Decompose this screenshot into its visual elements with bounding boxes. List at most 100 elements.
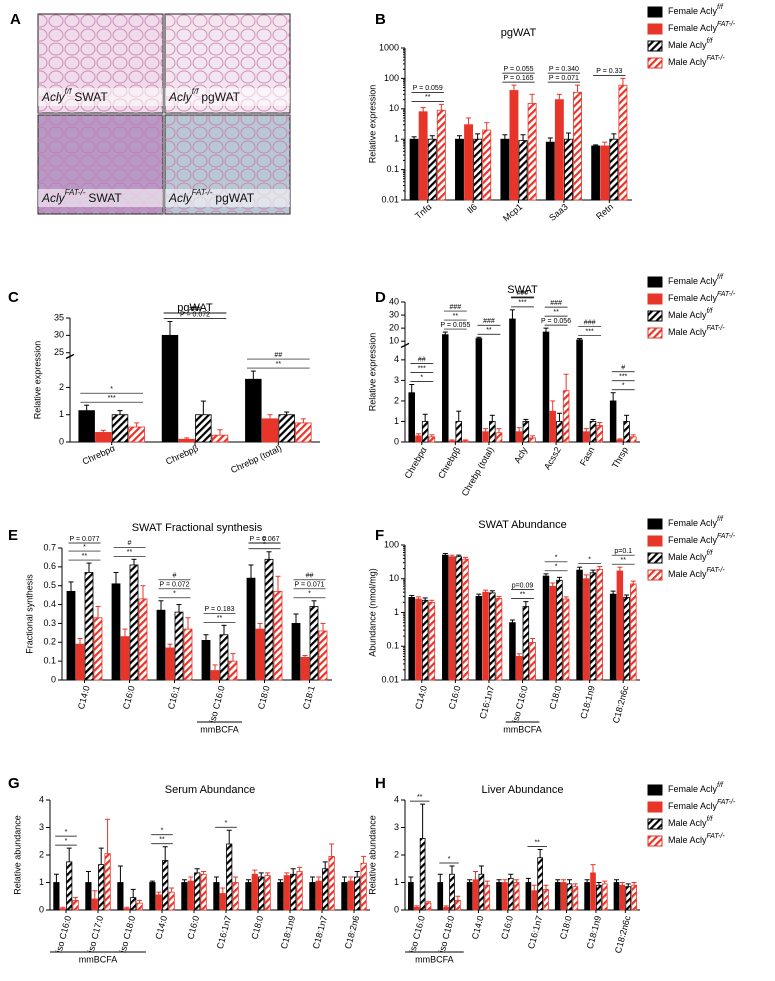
bar [78, 410, 95, 443]
bar [258, 876, 265, 911]
legend-swatch [647, 552, 663, 564]
bar [273, 590, 283, 681]
bar [449, 873, 455, 911]
bar [509, 622, 516, 681]
bar [529, 437, 536, 443]
bar [322, 868, 329, 911]
bar [162, 860, 169, 911]
bar [455, 138, 464, 201]
significance-label: ## [306, 573, 314, 580]
y-tick-label: 0 [394, 436, 399, 446]
bar [625, 886, 632, 911]
x-tick-label: Fasn [578, 445, 597, 467]
bar [194, 872, 201, 911]
group-label: mmBCFA [503, 724, 542, 734]
significance-label: P = 0.072 [159, 582, 189, 589]
bar [590, 872, 596, 911]
significance-label: ** [425, 94, 431, 101]
bar [278, 414, 295, 443]
bar [418, 111, 428, 201]
legend-swatch [647, 40, 663, 52]
significance-label: ** [553, 309, 559, 316]
significance-label: P = 0.067 [249, 536, 279, 543]
bar [130, 897, 137, 911]
significance-label: P = 0.33 [596, 68, 622, 75]
significance-label: ### [483, 318, 495, 325]
bar [128, 426, 145, 443]
bar [117, 882, 124, 911]
x-tick-label: C18:1n9 [585, 915, 603, 950]
bar [347, 880, 354, 911]
y-tick-label: 10 [389, 103, 399, 113]
bar [576, 339, 583, 443]
legend-swatch [647, 293, 663, 305]
bar [442, 554, 449, 681]
bar [120, 636, 130, 681]
legend-name: Female Acly [668, 784, 718, 794]
legend-sup: f/f [707, 308, 714, 315]
bar [295, 422, 312, 443]
bar [630, 436, 637, 443]
bar [600, 145, 610, 201]
bar [309, 882, 316, 911]
significance-label: ** [520, 291, 526, 298]
bar [489, 592, 496, 681]
bar [473, 138, 483, 201]
significance-label: * [308, 591, 311, 598]
tissue: SWAT [88, 191, 122, 205]
bar [95, 432, 112, 443]
bar [219, 634, 229, 681]
bar [529, 642, 536, 681]
significance-label: *** [619, 374, 627, 381]
y-tick-label: 0.4 [43, 599, 56, 609]
label-band [165, 189, 290, 207]
bar [138, 598, 148, 681]
significance-label: p=0.09 [512, 582, 534, 589]
y-tick-label: 2 [394, 395, 399, 405]
x-tick-label: C18:1n7 [311, 915, 329, 950]
y-tick-label: 0.6 [43, 561, 56, 571]
legend-sup: FAT-/- [717, 533, 736, 540]
bar [455, 556, 462, 681]
significance-label: ### [550, 300, 562, 307]
bar [210, 670, 220, 681]
significance-label: P = 0.077 [69, 536, 99, 543]
significance-label: * [161, 828, 164, 835]
bar [283, 875, 290, 911]
bar [277, 882, 284, 911]
micrograph-label: AclyFAT-/- pgWAT [168, 188, 255, 205]
legend-label: Female AclyFAT-/- [668, 21, 736, 34]
bar [618, 84, 628, 201]
legend-sup: FAT-/- [707, 55, 726, 62]
bar [174, 611, 184, 681]
bar [111, 583, 121, 681]
bar [341, 882, 348, 911]
legend-sup: f/f [717, 782, 724, 789]
bar [200, 873, 207, 911]
significance-label: P = 0.072 [180, 311, 210, 318]
legend-name: Male Acly [668, 835, 707, 845]
legend-swatch [647, 535, 663, 547]
y-tick-label: 0 [39, 904, 44, 914]
bar [300, 656, 310, 681]
y-tick-label: 0.7 [43, 542, 56, 552]
x-tick-label: C18:1n9 [279, 915, 297, 950]
significance-label: P = 0.071 [549, 75, 579, 82]
x-tick-label: Chrebp (total) [229, 443, 283, 475]
y-tick-label: 1 [394, 877, 399, 887]
bar [427, 138, 437, 201]
bar [462, 440, 469, 443]
bar [549, 410, 556, 443]
y-tick-label: 3 [39, 822, 44, 832]
chart-title: Liver Abundance [482, 784, 564, 796]
bar [515, 431, 523, 443]
chart-title: SWAT Abundance [478, 519, 566, 531]
significance-label: *** [191, 306, 199, 313]
significance-label: ** [276, 361, 282, 368]
legend-label: Female AclyFAT-/- [668, 291, 736, 304]
significance-label: P = 0.056 [541, 318, 571, 325]
bar [165, 647, 175, 681]
bar [187, 880, 194, 911]
legend-label: Male Aclyf/f [668, 38, 713, 51]
